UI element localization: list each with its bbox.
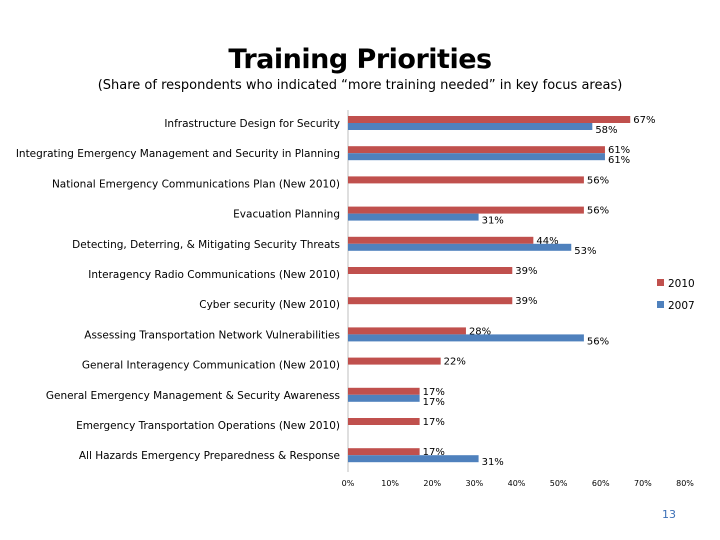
bar-2010 xyxy=(348,116,631,123)
bar-2010 xyxy=(348,387,420,395)
data-label-2007: 56% xyxy=(587,336,609,347)
legend-swatch-2007 xyxy=(657,301,664,308)
x-tick-label: 50% xyxy=(550,479,568,488)
category-label: Evacuation Planning xyxy=(233,209,340,221)
bar-2010 xyxy=(348,267,513,274)
chart-subtitle: (Share of respondents who indicated “mor… xyxy=(97,78,623,93)
x-tick-label: 60% xyxy=(592,479,610,488)
x-tick-label: 20% xyxy=(423,479,441,488)
x-tick-label: 10% xyxy=(381,479,399,488)
legend-label-2010: 2010 xyxy=(668,278,695,290)
bar-2010 xyxy=(348,206,584,214)
data-label-2007: 61% xyxy=(608,155,630,166)
data-label-2007: 58% xyxy=(595,125,617,136)
category-label: General Emergency Management & Security … xyxy=(46,390,340,402)
category-label: Assessing Transportation Network Vulnera… xyxy=(84,329,340,341)
bar-2007 xyxy=(348,243,572,251)
category-label: Detecting, Deterring, & Mitigating Secur… xyxy=(72,239,340,251)
bar-2007 xyxy=(348,123,593,130)
x-tick-label: 30% xyxy=(465,479,483,488)
data-label-2007: 53% xyxy=(574,246,596,257)
bar-2007 xyxy=(348,213,479,221)
bar-2010 xyxy=(348,448,420,456)
category-label: Infrastructure Design for Security xyxy=(164,118,340,130)
bar-2007 xyxy=(348,394,420,402)
bar-2007 xyxy=(348,334,584,342)
data-label-2010: 56% xyxy=(587,175,609,186)
data-label-2010: 67% xyxy=(633,115,655,126)
category-label: General Interagency Communication (New 2… xyxy=(82,360,340,372)
category-label: All Hazards Emergency Preparedness & Res… xyxy=(79,450,340,462)
data-label-2007: 17% xyxy=(423,397,445,408)
category-label: Interagency Radio Communications (New 20… xyxy=(88,269,340,281)
category-label: Emergency Transportation Operations (New… xyxy=(76,420,340,432)
bar-2010 xyxy=(348,418,420,425)
x-tick-label: 80% xyxy=(676,479,694,488)
page-number: 13 xyxy=(662,508,676,521)
bar-2010 xyxy=(348,327,466,335)
bar-2010 xyxy=(348,236,534,244)
category-label: Cyber security (New 2010) xyxy=(199,299,340,311)
bar-2007 xyxy=(348,455,479,463)
x-tick-label: 70% xyxy=(634,479,652,488)
data-label-2010: 61% xyxy=(608,145,630,156)
data-label-2010: 56% xyxy=(587,206,609,217)
data-label-2010: 28% xyxy=(469,326,491,337)
data-label-2007: 31% xyxy=(482,216,504,227)
data-label-2007: 31% xyxy=(482,457,504,468)
legend-swatch-2010 xyxy=(657,279,664,286)
data-label-2010: 17% xyxy=(423,447,445,458)
bar-2010 xyxy=(348,297,513,305)
bar-2010 xyxy=(348,357,441,365)
data-label-2010: 39% xyxy=(515,266,537,277)
data-label-2010: 17% xyxy=(423,417,445,428)
data-label-2010: 39% xyxy=(515,296,537,307)
category-label: Integrating Emergency Management and Sec… xyxy=(16,148,340,160)
data-label-2010: 44% xyxy=(536,236,558,247)
bar-2010 xyxy=(348,146,605,154)
bar-2010 xyxy=(348,176,584,184)
category-label: National Emergency Communications Plan (… xyxy=(52,178,340,190)
bar-2007 xyxy=(348,153,605,161)
x-tick-label: 40% xyxy=(508,479,526,488)
data-label-2010: 22% xyxy=(444,357,466,368)
chart-title: Training Priorities xyxy=(228,44,492,75)
x-tick-label: 0% xyxy=(342,479,355,488)
data-label-2010: 17% xyxy=(423,387,445,398)
legend-label-2007: 2007 xyxy=(668,300,695,312)
